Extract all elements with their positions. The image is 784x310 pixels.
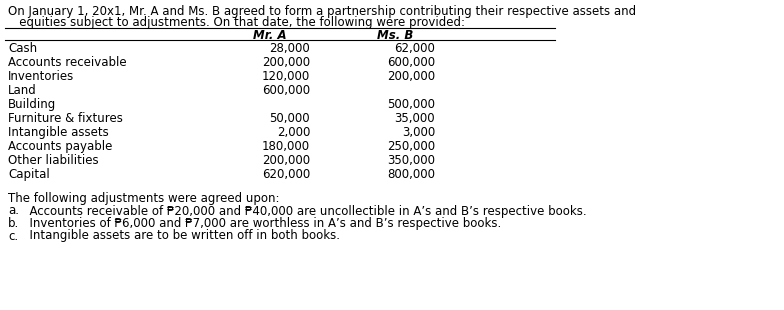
Text: On January 1, 20x1, Mr. A and Ms. B agreed to form a partnership contributing th: On January 1, 20x1, Mr. A and Ms. B agre… bbox=[8, 5, 636, 18]
Text: Building: Building bbox=[8, 98, 56, 111]
Text: The following adjustments were agreed upon:: The following adjustments were agreed up… bbox=[8, 192, 280, 205]
Text: 62,000: 62,000 bbox=[394, 42, 435, 55]
Text: a.: a. bbox=[8, 205, 19, 218]
Text: 600,000: 600,000 bbox=[262, 84, 310, 97]
Text: 500,000: 500,000 bbox=[387, 98, 435, 111]
Text: Inventories: Inventories bbox=[8, 70, 74, 83]
Text: 620,000: 620,000 bbox=[262, 168, 310, 181]
Text: equities subject to adjustments. On that date, the following were provided:: equities subject to adjustments. On that… bbox=[8, 16, 465, 29]
Text: 250,000: 250,000 bbox=[387, 140, 435, 153]
Text: 2,000: 2,000 bbox=[277, 126, 310, 139]
Text: 3,000: 3,000 bbox=[401, 126, 435, 139]
Text: Intangible assets: Intangible assets bbox=[8, 126, 109, 139]
Text: Cash: Cash bbox=[8, 42, 37, 55]
Text: Accounts receivable: Accounts receivable bbox=[8, 56, 127, 69]
Text: Mr. A: Mr. A bbox=[253, 29, 287, 42]
Text: Inventories of ₱6,000 and ₱7,000 are worthless in A’s and B’s respective books.: Inventories of ₱6,000 and ₱7,000 are wor… bbox=[22, 217, 501, 230]
Text: 28,000: 28,000 bbox=[269, 42, 310, 55]
Text: Intangible assets are to be written off in both books.: Intangible assets are to be written off … bbox=[22, 229, 340, 242]
Text: 200,000: 200,000 bbox=[262, 56, 310, 69]
Text: Accounts payable: Accounts payable bbox=[8, 140, 112, 153]
Text: 35,000: 35,000 bbox=[394, 112, 435, 125]
Text: Ms. B: Ms. B bbox=[377, 29, 413, 42]
Text: 180,000: 180,000 bbox=[262, 140, 310, 153]
Text: Land: Land bbox=[8, 84, 37, 97]
Text: 120,000: 120,000 bbox=[262, 70, 310, 83]
Text: b.: b. bbox=[8, 217, 20, 230]
Text: Accounts receivable of ₱20,000 and ₱40,000 are uncollectible in A’s and B’s resp: Accounts receivable of ₱20,000 and ₱40,0… bbox=[22, 205, 586, 218]
Text: 50,000: 50,000 bbox=[270, 112, 310, 125]
Text: 800,000: 800,000 bbox=[387, 168, 435, 181]
Text: Capital: Capital bbox=[8, 168, 49, 181]
Text: 600,000: 600,000 bbox=[387, 56, 435, 69]
Text: Other liabilities: Other liabilities bbox=[8, 154, 99, 167]
Text: Furniture & fixtures: Furniture & fixtures bbox=[8, 112, 123, 125]
Text: 200,000: 200,000 bbox=[387, 70, 435, 83]
Text: c.: c. bbox=[8, 229, 18, 242]
Text: 350,000: 350,000 bbox=[387, 154, 435, 167]
Text: 200,000: 200,000 bbox=[262, 154, 310, 167]
